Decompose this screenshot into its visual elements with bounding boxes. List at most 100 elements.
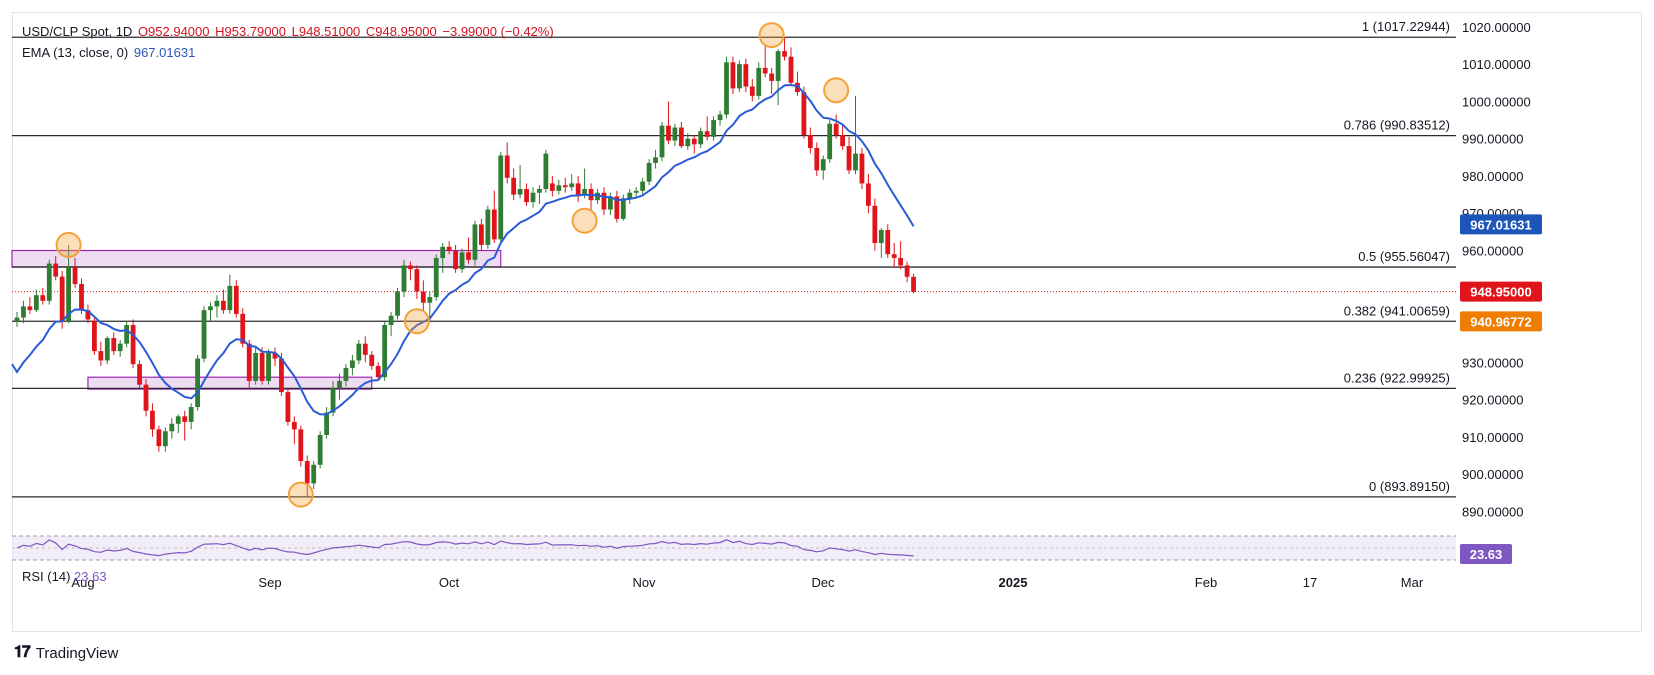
candle-body	[466, 252, 471, 260]
ema-label[interactable]: EMA (13, close, 0)	[22, 45, 129, 60]
rsi-pane: 23.63	[12, 535, 1512, 564]
candle-body	[491, 209, 497, 240]
candle-body	[427, 297, 433, 303]
fib-label: 1 (1017.22944)	[1362, 19, 1450, 34]
marker-circle	[758, 22, 785, 49]
y-tick-label: 920.00000	[1462, 393, 1523, 408]
candle-body	[859, 153, 865, 184]
candle-body	[440, 246, 446, 258]
y-tick-label: 1010.00000	[1462, 57, 1531, 72]
rsi-tag	[1460, 544, 1512, 564]
candle-body	[685, 138, 691, 147]
candle-body	[517, 189, 523, 195]
candle-body	[678, 127, 684, 147]
ema-series	[11, 83, 915, 416]
rsi-label[interactable]: RSI (14)	[22, 569, 71, 584]
candle-body	[530, 192, 536, 203]
tradingview-brand[interactable]: 𝟏𝟕 TradingView	[14, 644, 118, 662]
candle-body	[221, 300, 226, 311]
candle-body	[162, 431, 168, 447]
candle-body	[240, 313, 246, 344]
candle-body	[72, 267, 78, 285]
candle-body	[672, 127, 678, 141]
candle-body	[85, 310, 91, 320]
candle-body	[749, 86, 755, 96]
candle-body	[614, 196, 620, 219]
candle-body	[872, 205, 878, 244]
candle-body	[208, 306, 213, 311]
candle-body	[543, 153, 549, 190]
candle-body	[304, 461, 310, 484]
candle-body	[537, 189, 542, 193]
candle-body	[562, 185, 568, 188]
candle-body	[201, 310, 207, 359]
candle-body	[833, 123, 839, 135]
candle-body	[259, 352, 265, 381]
candle-body	[253, 352, 259, 381]
candle-body	[46, 263, 52, 301]
candle-body	[53, 263, 59, 277]
candle-body	[549, 183, 555, 191]
fib-label: 0.382 (941.00659)	[1344, 303, 1450, 318]
candle-body	[188, 407, 194, 422]
candle-body	[117, 343, 123, 352]
candle-body	[343, 367, 349, 381]
candle-body	[214, 300, 220, 307]
fib-label: 0.786 (990.83512)	[1344, 118, 1450, 133]
candle-body	[143, 384, 149, 411]
candle-body	[691, 138, 697, 145]
marker-circle	[55, 231, 82, 258]
candle-body	[150, 410, 155, 430]
candle-body	[298, 429, 304, 462]
fibonacci-levels: 1 (1017.22944) 0.786 (990.83512) 0.5 (955.…	[12, 19, 1456, 498]
candle-body	[375, 366, 381, 378]
candle-body	[182, 416, 188, 422]
candle-body	[511, 177, 517, 195]
candle-body	[601, 192, 607, 210]
candle-body	[504, 155, 510, 178]
price-tag	[1460, 214, 1542, 235]
candle-body	[175, 416, 181, 424]
candle-body	[904, 265, 910, 277]
candle-body	[479, 224, 484, 245]
candle-body	[666, 125, 671, 141]
chart-frame	[12, 12, 1642, 632]
candle-body	[801, 92, 807, 135]
candle-body	[291, 421, 297, 430]
change-value: −3.99000 (−0.42%)	[442, 24, 554, 39]
candle-body	[246, 343, 252, 381]
candle-body	[79, 284, 84, 311]
candle-body	[814, 148, 820, 171]
candle-body	[575, 183, 581, 195]
candle-body	[408, 265, 413, 270]
time-axis[interactable]: Aug Sep Oct Nov Dec 2025 Feb 17 Mar	[71, 575, 1423, 590]
ema-value: 967.01631	[133, 45, 196, 60]
candle-body	[698, 131, 704, 145]
candle-body	[92, 321, 97, 352]
symbol-label[interactable]: USD/CLP Spot, 1D	[22, 24, 133, 39]
candle-body	[640, 181, 646, 191]
candle-body	[711, 120, 716, 137]
x-tick-label: Feb	[1195, 575, 1217, 590]
price-axis[interactable]: 890.00000 900.00000 910.00000 920.00000 930.…	[1462, 20, 1531, 519]
candle-body	[324, 412, 329, 435]
marker-circles	[55, 22, 850, 508]
candle-body	[569, 183, 575, 188]
y-tick-label: 900.00000	[1462, 467, 1523, 482]
candle-body	[724, 62, 729, 115]
x-tick-label: Nov	[632, 575, 656, 590]
candle-body	[111, 338, 117, 352]
low-value: L948.51000	[291, 24, 361, 39]
candle-body	[898, 257, 904, 266]
marker-circle	[287, 481, 314, 508]
x-tick-label: 17	[1303, 575, 1317, 590]
candle-body	[156, 429, 162, 447]
price-tag-text: 967.01631	[1470, 217, 1531, 232]
candle-body	[653, 157, 658, 163]
candle-body	[98, 351, 104, 361]
candle-body	[472, 224, 478, 260]
candle-body	[730, 62, 736, 89]
resistance-zone	[11, 249, 502, 268]
price-tags: 967.01631 948.95000 940.96772	[1460, 214, 1542, 332]
